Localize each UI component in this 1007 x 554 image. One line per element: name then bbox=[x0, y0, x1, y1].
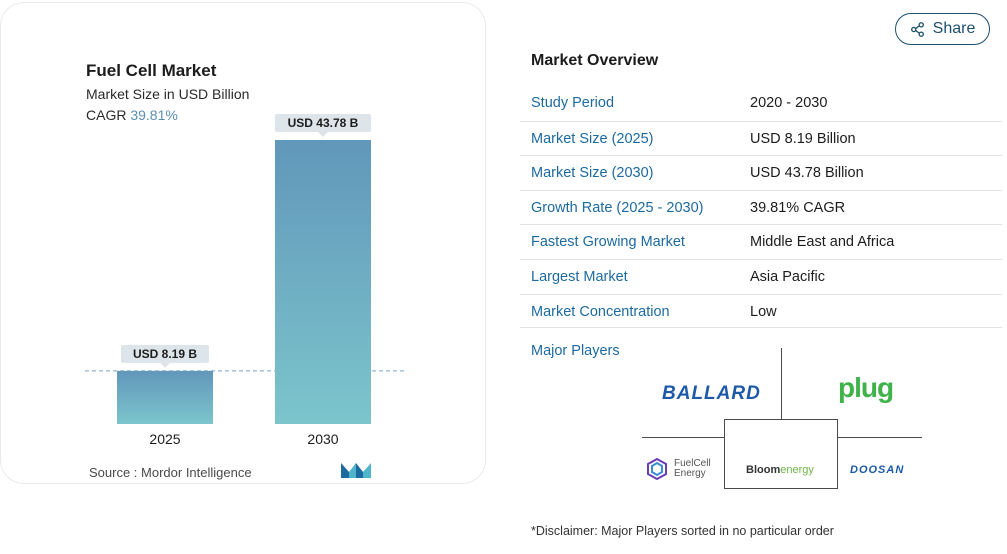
overview-row-label[interactable]: Fastest Growing Market bbox=[531, 234, 685, 251]
players-divider-right bbox=[838, 437, 922, 438]
fuelcell-logo-text: FuelCell Energy bbox=[674, 459, 711, 479]
data-label-bg bbox=[121, 344, 209, 363]
market-overview-title: Market Overview bbox=[531, 52, 659, 69]
data-label: USD 43.78 B bbox=[288, 116, 359, 130]
overview-row-value: 39.81% CAGR bbox=[750, 199, 846, 216]
overview-row-value: USD 43.78 Billion bbox=[750, 165, 864, 182]
ballard-logo[interactable]: BALLARD bbox=[662, 383, 761, 404]
share-label: Share bbox=[932, 20, 976, 37]
chart-cagr: CAGR 39.81% bbox=[86, 107, 178, 123]
fuelcell-line2: Energy bbox=[674, 468, 706, 479]
data-label: USD 8.19 B bbox=[133, 347, 197, 361]
chart-source: Source : Mordor Intelligence bbox=[89, 465, 252, 480]
data-label-pointer bbox=[160, 362, 170, 368]
bloom-text: Bloom bbox=[746, 464, 781, 476]
bar-2030 bbox=[275, 140, 371, 424]
x-tick-label: 2025 bbox=[149, 431, 180, 447]
overview-row-value: Middle East and Africa bbox=[750, 234, 895, 251]
plug-logo[interactable]: plug bbox=[838, 372, 894, 403]
overview-row-label[interactable]: Market Size (2030) bbox=[531, 165, 654, 182]
overview-row-value: 2020 - 2030 bbox=[750, 95, 828, 111]
overview-row: Fastest Growing Market Middle East and Af… bbox=[520, 224, 1002, 259]
players-disclaimer: *Disclaimer: Major Players sorted in no … bbox=[531, 524, 834, 538]
cagr-value: 39.81% bbox=[130, 107, 178, 123]
cagr-label: CAGR bbox=[86, 107, 127, 123]
players-divider-left bbox=[642, 437, 724, 438]
overview-row-value: Asia Pacific bbox=[750, 268, 825, 285]
fuelcell-energy-logo[interactable]: FuelCell Energy bbox=[646, 458, 711, 480]
bar-2025 bbox=[117, 370, 213, 424]
chart-title: Fuel Cell Market bbox=[86, 61, 217, 80]
data-label-pointer bbox=[318, 132, 328, 137]
bloom-energy-logo[interactable]: Bloomenergy bbox=[746, 464, 814, 476]
overview-row-value: USD 8.19 Billion bbox=[750, 130, 856, 147]
overview-row: Market Size (2025) USD 8.19 Billion bbox=[520, 120, 1002, 156]
overview-row: Market Concentration Low bbox=[520, 293, 1002, 329]
overview-row-value: Low bbox=[750, 303, 777, 320]
overview-row-label[interactable]: Largest Market bbox=[531, 268, 628, 285]
fuelcell-hexagon-icon bbox=[647, 458, 667, 480]
bar-chart: USD 8.19 B 2025 USD 43.78 B 2030 bbox=[85, 114, 405, 447]
players-center-box bbox=[724, 419, 838, 489]
overview-row: Study Period 2020 - 2030 bbox=[520, 86, 1002, 121]
major-players-title: Major Players bbox=[531, 343, 620, 359]
chart-subtitle: Market Size in USD Billion bbox=[86, 86, 250, 102]
overview-row-label[interactable]: Growth Rate (2025 - 2030) bbox=[531, 199, 704, 216]
share-icon bbox=[910, 21, 924, 37]
overview-row-label[interactable]: Market Size (2025) bbox=[531, 130, 654, 147]
overview-row-label[interactable]: Market Concentration bbox=[531, 303, 670, 320]
overview-row: Growth Rate (2025 - 2030) 39.81% CAGR bbox=[520, 189, 1002, 225]
data-label-bg bbox=[275, 114, 371, 132]
bloom-energy-text: energy bbox=[780, 464, 814, 476]
x-tick-label: 2030 bbox=[307, 431, 338, 447]
overview-row: Largest Market Asia Pacific bbox=[520, 258, 1002, 294]
share-button[interactable]: Share bbox=[895, 13, 990, 45]
doosan-logo[interactable]: DOOSAN bbox=[850, 464, 905, 476]
fuelcell-line1: FuelCell bbox=[674, 458, 711, 469]
market-overview-table: Study Period 2020 - 2030 Market Size (2025… bbox=[520, 86, 1002, 329]
overview-row: Market Size (2030) USD 43.78 Billion bbox=[520, 155, 1002, 190]
overview-row-label[interactable]: Study Period bbox=[531, 95, 615, 111]
mordor-intelligence-logo bbox=[341, 463, 371, 478]
market-chart-card: USD 8.19 B 2025 USD 43.78 B 2030 Fuel Cell … bbox=[0, 2, 486, 484]
players-divider-vertical bbox=[781, 348, 782, 419]
